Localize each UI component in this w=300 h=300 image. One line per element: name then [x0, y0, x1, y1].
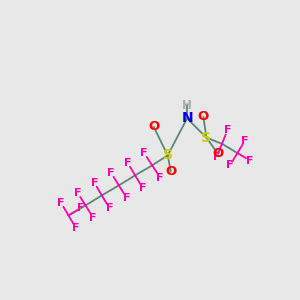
Text: F: F: [246, 155, 254, 166]
Text: O: O: [212, 147, 224, 160]
Text: S: S: [163, 148, 173, 162]
Text: F: F: [107, 168, 115, 178]
Text: F: F: [74, 188, 82, 198]
Text: F: F: [156, 172, 164, 182]
Text: F: F: [226, 160, 234, 170]
Text: N: N: [181, 111, 193, 125]
Text: F: F: [140, 148, 148, 158]
Text: O: O: [198, 110, 209, 123]
Text: F: F: [89, 213, 97, 223]
Text: F: F: [123, 193, 130, 203]
Text: H: H: [182, 99, 192, 112]
Text: S: S: [202, 130, 212, 145]
Text: F: F: [213, 152, 220, 162]
Text: F: F: [57, 198, 65, 208]
Text: F: F: [91, 178, 98, 188]
Text: F: F: [139, 183, 146, 193]
Text: F: F: [77, 203, 85, 213]
Text: O: O: [165, 165, 176, 178]
Text: F: F: [241, 136, 249, 146]
Text: F: F: [224, 125, 231, 135]
Text: F: F: [72, 223, 80, 233]
Text: O: O: [148, 120, 159, 134]
Text: F: F: [106, 203, 113, 213]
Text: F: F: [124, 158, 131, 168]
